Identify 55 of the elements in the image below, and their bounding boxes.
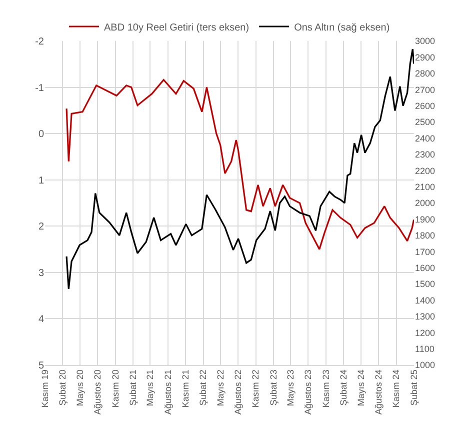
y-tick-label: -2 bbox=[35, 36, 44, 48]
y2-tick-label: 3000 bbox=[415, 36, 436, 46]
y2-tick-label: 1000 bbox=[415, 360, 436, 370]
legend-label: Ons Altın (sağ eksen) bbox=[294, 22, 390, 34]
y-tick-label: 4 bbox=[38, 314, 44, 326]
x-tick-label: Kasım 20 bbox=[110, 370, 120, 408]
y2-tick-label: 2200 bbox=[415, 166, 436, 176]
y2-tick-label: 2600 bbox=[415, 100, 436, 111]
y2-tick-label: 2400 bbox=[415, 133, 436, 144]
y2-tick-label: 1700 bbox=[415, 246, 436, 257]
y2-tick-label: 2900 bbox=[415, 52, 436, 62]
y2-tick-label: 2300 bbox=[415, 150, 436, 160]
x-tick-label: Mayıs 21 bbox=[145, 370, 156, 406]
y2-tick-label: 1300 bbox=[415, 312, 436, 322]
x-tick-label: Kasım 21 bbox=[180, 370, 190, 408]
x-tick-label: Ağustos 23 bbox=[303, 370, 314, 415]
x-tick-label: Kasım 23 bbox=[320, 370, 331, 408]
x-tick-label: Mayıs 22 bbox=[215, 370, 226, 406]
x-tick-label: Ağustos 22 bbox=[232, 370, 243, 415]
line-series bbox=[66, 79, 414, 250]
y2-tick-label: 1400 bbox=[415, 295, 436, 306]
x-tick-label: Şubat 24 bbox=[338, 370, 349, 406]
y2-tick-label: 2700 bbox=[415, 84, 436, 95]
y2-tick-label: 2000 bbox=[415, 198, 436, 208]
y2-tick-label: 1100 bbox=[415, 344, 434, 354]
y2-tick-label: 2800 bbox=[415, 68, 436, 79]
x-tick-label: Kasım 19 bbox=[40, 370, 50, 408]
x-tick-label: Mayıs 20 bbox=[74, 370, 85, 406]
y-tick-label: 1 bbox=[38, 175, 44, 186]
x-tick-label: Şubat 21 bbox=[128, 370, 138, 406]
y2-tick-label: 1900 bbox=[415, 214, 436, 224]
x-tick-label: Kasım 22 bbox=[250, 370, 261, 408]
x-tick-label: Şubat 25 bbox=[408, 370, 419, 406]
y-tick-label: 3 bbox=[38, 268, 44, 279]
y-tick-label: -1 bbox=[35, 82, 44, 94]
y2-tick-label: 1500 bbox=[415, 279, 436, 290]
y2-tick-label: 2100 bbox=[415, 182, 436, 192]
x-tick-label: Şubat 20 bbox=[58, 370, 68, 406]
line-series bbox=[66, 48, 414, 290]
y-tick-label: 5 bbox=[38, 360, 44, 372]
x-tick-label: Kasım 24 bbox=[391, 370, 402, 408]
legend-label: ABD 10y Reel Getiri (ters eksen) bbox=[104, 22, 250, 34]
x-tick-label: Şubat 23 bbox=[268, 370, 278, 406]
x-tick-label: Mayıs 24 bbox=[356, 370, 366, 406]
x-tick-label: Mayıs 23 bbox=[285, 370, 296, 406]
x-tick-label: Ağustos 20 bbox=[92, 370, 103, 415]
y2-tick-label: 1200 bbox=[415, 328, 436, 338]
x-tick-label: Ağustos 21 bbox=[162, 370, 173, 415]
x-tick-label: Şubat 22 bbox=[198, 370, 208, 406]
y-tick-label: 0 bbox=[38, 129, 44, 140]
y-tick-label: 2 bbox=[38, 222, 44, 233]
y2-tick-label: 1800 bbox=[415, 230, 436, 241]
y2-tick-label: 2500 bbox=[415, 117, 436, 128]
x-tick-label: Ağustos 24 bbox=[374, 370, 384, 415]
y2-tick-label: 1600 bbox=[415, 262, 436, 273]
